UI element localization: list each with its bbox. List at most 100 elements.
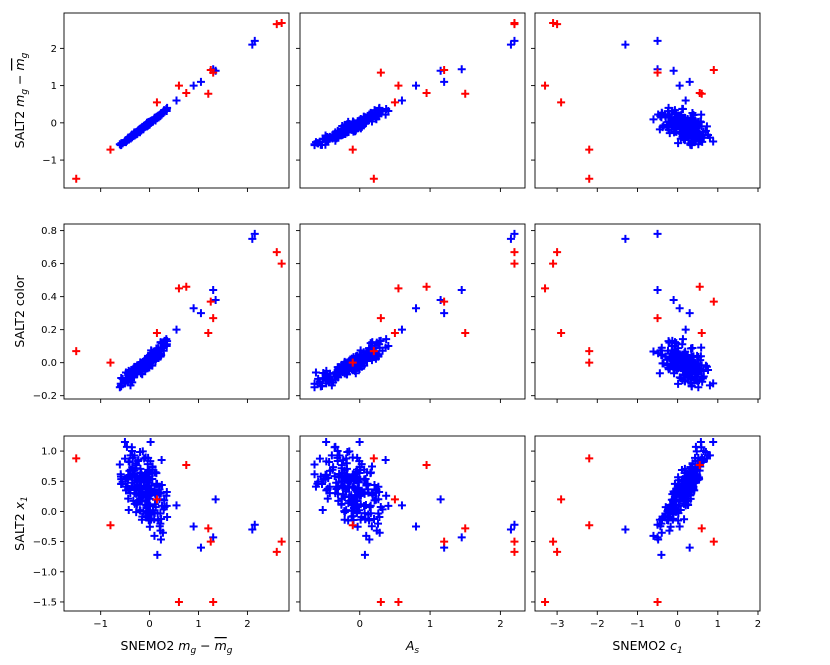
inlier-point — [436, 495, 445, 504]
inlier-point — [322, 438, 331, 447]
outlier-point — [369, 454, 378, 463]
outlier-point — [553, 20, 562, 29]
y-tick-label: −1 — [42, 156, 57, 167]
inlier-point — [344, 499, 353, 508]
inlier-point — [697, 343, 706, 352]
inlier-point — [209, 533, 218, 542]
inlier-point — [141, 500, 150, 509]
panel-frame — [63, 223, 290, 400]
inlier-point — [152, 352, 161, 361]
inlier-point — [658, 515, 667, 524]
inlier-point — [341, 474, 350, 483]
inlier-point — [134, 456, 143, 465]
inlier-point — [692, 447, 701, 456]
inlier-point — [142, 357, 151, 366]
outlier-point — [209, 314, 218, 323]
inlier-point — [694, 475, 703, 484]
inlier-point — [360, 501, 369, 510]
inlier-point — [663, 123, 672, 132]
outlier-point — [653, 68, 662, 77]
outlier-point — [376, 597, 385, 606]
inlier-point — [360, 550, 369, 559]
inlier-point — [680, 515, 689, 524]
outlier-point — [697, 524, 706, 533]
inlier-point — [331, 442, 340, 451]
inlier-point — [157, 481, 166, 490]
inlier-point — [397, 325, 406, 334]
inlier-point — [674, 479, 683, 488]
outlier-point — [541, 284, 550, 293]
inlier-point — [150, 531, 159, 540]
outlier-point — [461, 328, 470, 337]
outlier-point — [394, 81, 403, 90]
inlier-point — [685, 309, 694, 318]
outlier-point — [653, 597, 662, 606]
inlier-point — [672, 114, 681, 123]
inlier-point — [675, 522, 684, 531]
x-tick-label: −1 — [630, 619, 645, 630]
inlier-point — [694, 368, 703, 377]
outlier-point — [369, 347, 378, 356]
inlier-point — [122, 442, 131, 451]
inlier-point — [138, 123, 147, 132]
inlier-point — [136, 448, 145, 457]
inlier-point — [342, 123, 351, 132]
outlier-point — [549, 259, 558, 268]
inlier-point — [115, 460, 124, 469]
y-tick-label: 0.0 — [41, 507, 57, 518]
outlier-point — [709, 537, 718, 546]
y-axis-label-0: SALT2 mg − mg — [12, 52, 30, 148]
inlier-point — [143, 353, 152, 362]
panel-r0-c0: −1 0 1 2 — [42, 12, 290, 192]
inlier-point — [211, 295, 220, 304]
inlier-point — [672, 491, 681, 500]
outlier-point — [585, 454, 594, 463]
inlier-point — [333, 447, 342, 456]
inlier-point — [250, 229, 259, 238]
inlier-point — [121, 482, 130, 491]
inlier-point — [196, 309, 205, 318]
inlier-point — [361, 117, 370, 126]
inlier-point — [156, 526, 165, 535]
inlier-point — [141, 512, 150, 521]
inlier-point — [679, 482, 688, 491]
inlier-point — [684, 485, 693, 494]
inlier-point — [333, 456, 342, 465]
inlier-point — [367, 522, 376, 531]
inlier-point — [250, 520, 259, 529]
panel-r2-c0: −1 0 1 2 −1.5 −1.0 −0.5 0.0 0.5 1.0 — [33, 435, 290, 630]
inlier-point — [685, 77, 694, 86]
y-tick-label: −1.5 — [33, 597, 57, 608]
outlier-point — [585, 174, 594, 183]
outlier-point — [394, 597, 403, 606]
inlier-point — [353, 522, 362, 531]
outlier-point — [585, 358, 594, 367]
inlier-point — [655, 369, 664, 378]
inlier-point — [209, 286, 218, 295]
inlier-point — [384, 342, 393, 351]
outlier-point — [152, 328, 161, 337]
outlier-point — [206, 65, 215, 74]
inlier-point — [681, 325, 690, 334]
inlier-point — [117, 379, 126, 388]
inlier-point — [189, 522, 198, 531]
inlier-point — [705, 451, 714, 460]
inlier-point — [506, 234, 515, 243]
inlier-point — [356, 491, 365, 500]
inlier-point — [313, 379, 322, 388]
outlier-point — [152, 98, 161, 107]
inlier-point — [694, 135, 703, 144]
outlier-point — [510, 19, 519, 28]
inlier-point — [145, 522, 154, 531]
y-axis-label-1: SALT2 color — [12, 274, 27, 347]
inlier-point — [682, 358, 691, 367]
x-tick-label: 2 — [755, 619, 761, 630]
inlier-point — [381, 456, 390, 465]
inlier-point — [360, 465, 369, 474]
inlier-point — [311, 368, 320, 377]
outlier-point — [272, 547, 281, 556]
inlier-point — [378, 505, 387, 514]
outlier-point — [653, 314, 662, 323]
inlier-point — [654, 535, 663, 544]
points — [541, 438, 718, 606]
